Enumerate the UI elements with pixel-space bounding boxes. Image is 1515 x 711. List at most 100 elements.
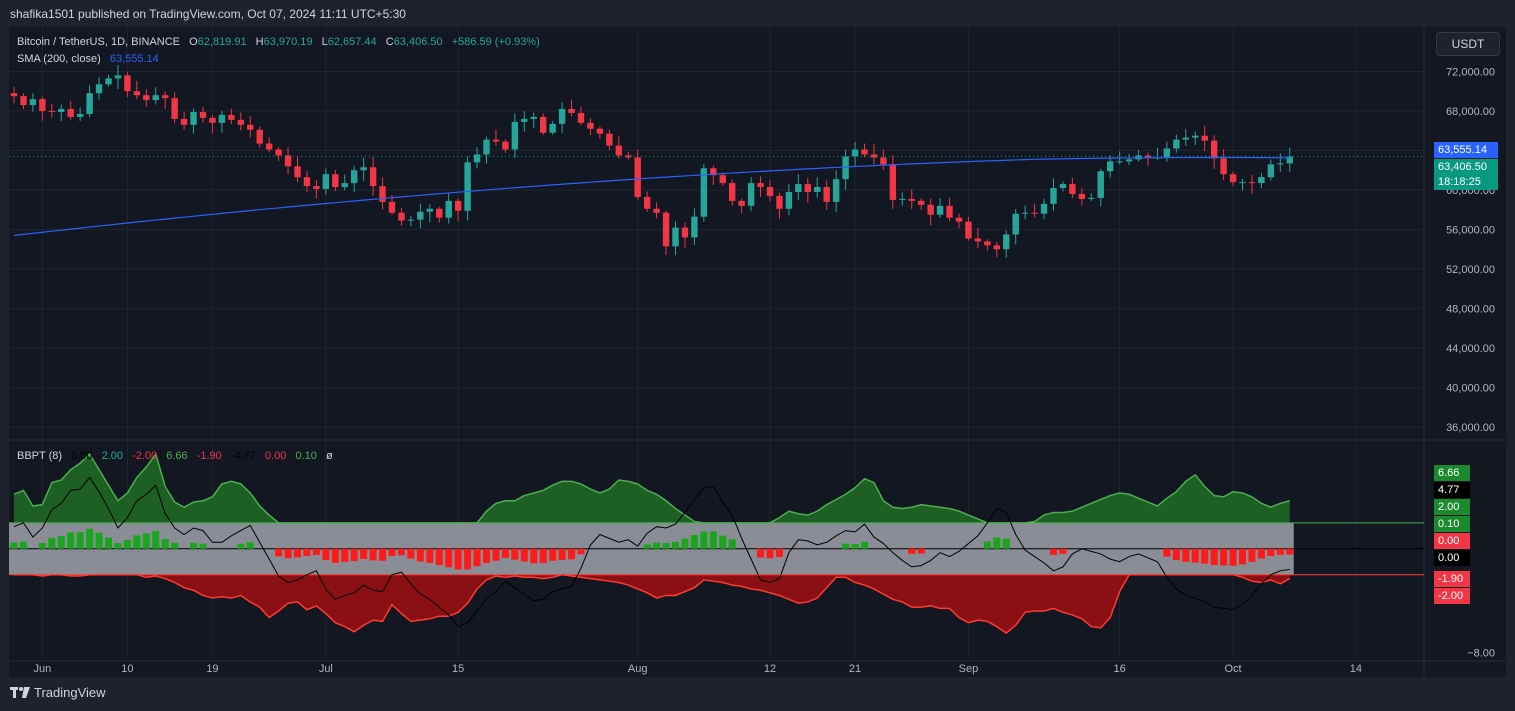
candle-body bbox=[814, 187, 821, 192]
candle-body bbox=[795, 184, 802, 192]
bbpt-histogram-bar bbox=[1267, 548, 1275, 557]
candle-body bbox=[313, 186, 320, 190]
candle-body bbox=[568, 109, 575, 113]
candle-body bbox=[20, 96, 27, 106]
bbpt-histogram-bar bbox=[1172, 548, 1180, 561]
candle-body bbox=[984, 241, 991, 246]
countdown-tag: 18:18:25 bbox=[1434, 174, 1498, 190]
x-tick-label: 16 bbox=[1114, 663, 1126, 675]
bbpt-main-line bbox=[13, 476, 1290, 628]
candle-body bbox=[738, 200, 745, 206]
bbpt-histogram-bar bbox=[19, 541, 27, 549]
bbpt-upper-tag: 6.66 bbox=[1434, 465, 1470, 481]
candle-body bbox=[587, 122, 594, 129]
symbol-name: Bitcoin / TetherUS, 1D, BINANCE bbox=[17, 36, 181, 48]
bbpt-histogram-bar bbox=[1276, 548, 1284, 555]
bbpt-histogram-bar bbox=[388, 548, 396, 557]
bbpt-value: 6.66 bbox=[166, 450, 188, 462]
candle-body bbox=[143, 95, 150, 101]
candle-body bbox=[955, 217, 963, 222]
candle-body bbox=[1107, 161, 1114, 172]
bbpt-legend-symbol: ø bbox=[325, 450, 333, 462]
bbpt-zero-tag: 0.00 bbox=[1434, 550, 1470, 566]
bbpt-value: 0.00 bbox=[71, 450, 93, 462]
bbpt-histogram-bar bbox=[861, 541, 868, 549]
candle-body bbox=[1050, 188, 1057, 204]
bbpt-histogram-bar bbox=[464, 548, 472, 570]
candle-body bbox=[908, 198, 915, 201]
y-tick-label: 44,000.00 bbox=[1446, 343, 1495, 355]
x-tick-label: Oct bbox=[1224, 663, 1241, 675]
sma-legend[interactable]: SMA (200, close) 63,555.14 bbox=[17, 53, 165, 65]
currency-button[interactable]: USDT bbox=[1436, 32, 1500, 56]
bbpt-histogram-bar bbox=[435, 548, 443, 566]
bbpt-histogram-bar bbox=[133, 535, 141, 549]
bbpt-histogram-bar bbox=[501, 548, 509, 558]
chart-canvas[interactable]: 72,000.0068,000.0064,000.0060,000.0056,0… bbox=[9, 27, 1506, 677]
candle-body bbox=[29, 99, 37, 106]
x-tick-label: 10 bbox=[121, 663, 133, 675]
candle-body bbox=[1003, 234, 1010, 250]
ohlc-high: H63,970.19 bbox=[255, 36, 313, 48]
bbpt-histogram-bar bbox=[341, 548, 349, 562]
candle-body bbox=[360, 167, 367, 171]
sma-legend-name: SMA (200, close) bbox=[17, 53, 101, 65]
bbpt-histogram-bar bbox=[1257, 548, 1265, 559]
candle-body bbox=[1125, 159, 1133, 162]
candle-body bbox=[67, 109, 74, 117]
chart-area[interactable]: 72,000.0068,000.0064,000.0060,000.0056,0… bbox=[9, 27, 1506, 677]
bbpt-upper-line bbox=[13, 452, 1290, 524]
candle-body bbox=[880, 157, 887, 165]
bbpt-histogram-bar bbox=[322, 548, 330, 561]
sma-200-line bbox=[13, 156, 1290, 237]
candle-body bbox=[1210, 140, 1218, 159]
bbpt-histogram-bar bbox=[1248, 548, 1256, 562]
candle-body bbox=[615, 145, 622, 156]
candle-body bbox=[540, 116, 547, 133]
tradingview-logo[interactable]: TradingView bbox=[10, 685, 106, 700]
candle-body bbox=[851, 149, 859, 157]
candle-body bbox=[483, 139, 490, 155]
bbpt-histogram-bar bbox=[114, 542, 122, 549]
candle-body bbox=[596, 128, 604, 134]
candle-body bbox=[936, 205, 944, 215]
bbpt-value: 0.10 bbox=[295, 450, 317, 462]
publish-info: shafika1501 published on TradingView.com… bbox=[10, 7, 406, 21]
candle-body bbox=[974, 238, 982, 242]
candle-body bbox=[124, 75, 131, 92]
x-tick-label: 14 bbox=[1350, 663, 1362, 675]
candle-body bbox=[341, 183, 348, 188]
bbpt-histogram-bar bbox=[67, 532, 75, 549]
bbpt-histogram-bar bbox=[38, 542, 46, 549]
bbpt-histogram-bar bbox=[284, 548, 292, 559]
candle-body bbox=[48, 110, 55, 112]
last-price-tag: 63,406.50 bbox=[1434, 159, 1498, 175]
candle-body bbox=[492, 139, 500, 142]
bbpt-histogram-bar bbox=[549, 548, 557, 561]
candle-body bbox=[445, 200, 452, 218]
candle-body bbox=[558, 109, 566, 124]
bbpt-small-pos-tag: 0.10 bbox=[1434, 516, 1470, 532]
bbpt-value: 2.00 bbox=[101, 450, 123, 462]
candle-body bbox=[521, 118, 528, 122]
tradingview-logo-icon bbox=[10, 686, 30, 698]
candle-body bbox=[993, 245, 1000, 250]
candle-body bbox=[39, 99, 46, 111]
bbpt-histogram-bar bbox=[76, 532, 84, 549]
candle-body bbox=[842, 156, 849, 180]
candle-body bbox=[1182, 137, 1189, 140]
bbpt-legend[interactable]: BBPT (8) 0.00 2.00 -2.00 6.66 -1.90 -4.7… bbox=[17, 450, 339, 462]
candle-body bbox=[719, 175, 726, 184]
candle-body bbox=[662, 212, 670, 247]
bbpt-histogram-bar bbox=[445, 548, 453, 568]
bbpt-line-tag: 4.77 bbox=[1434, 482, 1470, 498]
candle-body bbox=[1220, 158, 1227, 175]
bbpt-value: -2.00 bbox=[132, 450, 158, 462]
y-tick-label: 56,000.00 bbox=[1446, 225, 1495, 237]
candle-body bbox=[861, 149, 868, 155]
bbpt-histogram-bar bbox=[246, 542, 254, 549]
x-tick-label: 15 bbox=[452, 663, 464, 675]
x-tick-label: 19 bbox=[206, 663, 218, 675]
bbpt-histogram-bar bbox=[237, 543, 245, 549]
candle-body bbox=[710, 168, 717, 176]
